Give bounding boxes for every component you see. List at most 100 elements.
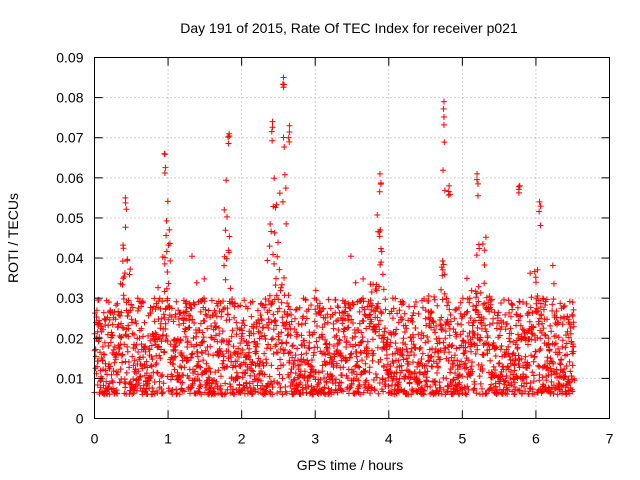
data-point — [352, 330, 359, 337]
data-point — [97, 384, 104, 391]
data-point — [372, 328, 379, 335]
data-point — [198, 349, 205, 356]
data-point — [312, 287, 319, 294]
data-point — [382, 296, 389, 303]
data-point — [109, 379, 116, 386]
data-point — [234, 351, 241, 358]
y-tick-label: 0 — [76, 411, 84, 427]
x-axis-title: GPS time / hours — [297, 457, 404, 473]
data-point — [313, 296, 320, 303]
data-point — [118, 352, 125, 359]
data-point — [389, 315, 396, 322]
data-point — [550, 360, 557, 367]
data-point — [347, 253, 354, 260]
data-point — [276, 305, 283, 312]
data-point — [424, 358, 431, 365]
data-point — [403, 345, 410, 352]
data-point — [463, 275, 470, 282]
data-point — [260, 362, 267, 369]
axis-ticks — [94, 57, 610, 419]
data-point — [435, 335, 442, 342]
data-point — [554, 391, 561, 398]
data-point — [498, 299, 505, 306]
data-point — [262, 336, 269, 343]
data-point — [96, 334, 103, 341]
data-point — [418, 355, 425, 362]
data-point — [118, 309, 125, 316]
data-point — [267, 221, 274, 228]
data-point — [174, 389, 181, 396]
data-point — [358, 329, 365, 336]
data-point — [233, 369, 240, 376]
data-point — [483, 390, 490, 397]
data-point — [148, 363, 155, 370]
data-point — [270, 350, 277, 357]
data-point — [463, 391, 470, 398]
data-point — [336, 337, 343, 344]
data-point — [516, 298, 523, 305]
data-point — [124, 348, 131, 355]
data-point — [382, 378, 389, 385]
data-point — [165, 316, 172, 323]
data-point — [176, 391, 183, 398]
data-point — [415, 331, 422, 338]
data-point — [509, 302, 516, 309]
data-point — [223, 177, 230, 184]
data-point — [395, 357, 402, 364]
data-point — [224, 311, 231, 318]
data-point — [424, 368, 431, 375]
data-point — [456, 304, 463, 311]
data-point — [455, 372, 462, 379]
data-point — [453, 306, 460, 313]
data-point — [434, 370, 441, 377]
data-point — [475, 309, 482, 316]
data-point — [168, 305, 175, 312]
data-point — [471, 317, 478, 324]
data-point — [120, 245, 127, 252]
data-point — [368, 318, 375, 325]
data-point — [359, 357, 366, 364]
data-point — [193, 279, 200, 286]
data-point — [556, 349, 563, 356]
data-point — [408, 391, 415, 398]
data-point — [126, 364, 133, 371]
data-point — [164, 338, 171, 345]
data-point — [360, 298, 367, 305]
data-point — [522, 373, 529, 380]
data-point — [555, 334, 562, 341]
data-point — [463, 364, 470, 371]
data-point — [454, 320, 461, 327]
data-point — [239, 330, 246, 337]
data-point — [143, 370, 150, 377]
data-point — [474, 331, 481, 338]
data-point — [227, 285, 234, 292]
y-tick-label: 0.06 — [56, 170, 83, 186]
data-point — [401, 375, 408, 382]
data-point — [366, 312, 373, 319]
data-point — [454, 357, 461, 364]
data-point — [129, 353, 136, 360]
data-point — [135, 377, 142, 384]
data-point — [556, 360, 563, 367]
data-point — [305, 383, 312, 390]
data-point — [186, 324, 193, 331]
data-point — [566, 379, 573, 386]
data-point — [202, 347, 209, 354]
x-tick-label: 0 — [91, 431, 99, 447]
data-point — [201, 275, 208, 282]
data-point — [338, 379, 345, 386]
data-point — [532, 279, 539, 286]
data-point — [243, 384, 250, 391]
data-point — [458, 358, 465, 365]
data-point — [534, 266, 541, 273]
data-point — [105, 342, 112, 349]
y-tick-label: 0.05 — [56, 210, 83, 226]
data-point — [224, 363, 231, 370]
data-point — [475, 283, 482, 290]
data-point — [170, 361, 177, 368]
data-point — [437, 384, 444, 391]
data-point — [173, 298, 180, 305]
data-point — [119, 351, 126, 358]
data-point — [274, 239, 281, 246]
data-point — [244, 363, 251, 370]
